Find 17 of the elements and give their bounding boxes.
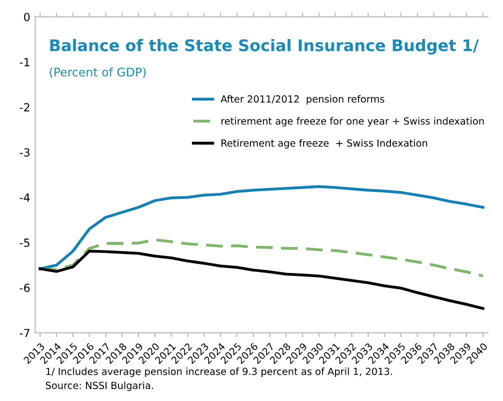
line-series <box>38 250 484 310</box>
y-tick-label: -4 <box>20 194 30 202</box>
text: Balance of the State Social Insurance Budget 1/ <box>50 38 479 55</box>
y-tick-label: 0 <box>24 12 30 22</box>
legend-label: After 2011/2012 pension reforms <box>220 95 384 105</box>
y-tick-label: -2 <box>20 103 30 112</box>
legend-label: retirement age freeze for one year + Swiss indexation <box>221 117 484 127</box>
y-tick-label: -5 <box>20 238 30 247</box>
legend-label: Retirement age freeze + Swiss Indexation <box>222 139 428 149</box>
text: 1/ Includes average pension increase of 9.3 percent as of April 1, 2013. <box>46 368 392 377</box>
y-tick-label: -7 <box>20 328 30 338</box>
source-note: Source: NSSI Bulgaria. <box>46 382 153 391</box>
y-tick-label: -1 <box>20 58 30 66</box>
text: (Percent of GDP) <box>50 67 146 78</box>
line-series <box>38 185 484 270</box>
y-tick-label: -3 <box>20 148 30 157</box>
y-tick-label: -6 <box>20 284 30 292</box>
